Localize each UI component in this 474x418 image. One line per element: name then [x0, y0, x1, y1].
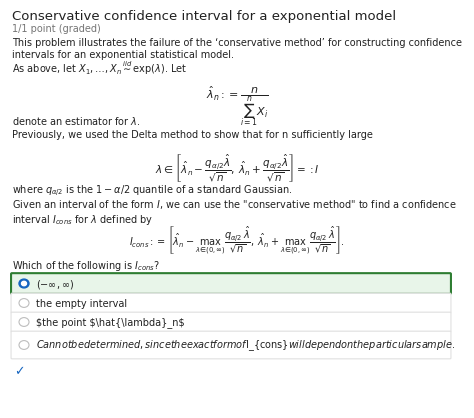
Text: Which of the following is $I_{cons}$?: Which of the following is $I_{cons}$? — [12, 259, 160, 273]
Text: $Cannot be determined, since the exact form of $I_{cons}$ will depend on the par: $Cannot be determined, since the exact f… — [36, 339, 456, 353]
Text: $(- \infty, \infty)$: $(- \infty, \infty)$ — [36, 278, 74, 291]
Text: denote an estimator for $\lambda$.: denote an estimator for $\lambda$. — [12, 115, 141, 127]
Text: $the point $\hat{\lambda}_n$: $the point $\hat{\lambda}_n$ — [36, 318, 185, 329]
Text: Given an interval of the form $I$, we can use the "conservative method" to find : Given an interval of the form $I$, we ca… — [12, 198, 456, 227]
Text: where $q_{\alpha/2}$ is the $1 - \alpha/2$ quantile of a standard Gaussian.: where $q_{\alpha/2}$ is the $1 - \alpha/… — [12, 184, 292, 199]
Text: $\hat{\lambda}_n := \dfrac{n}{\sum_{i=1}^{n} X_i}$: $\hat{\lambda}_n := \dfrac{n}{\sum_{i=1}… — [206, 84, 268, 128]
Text: $I_{cons} := \left[\hat{\lambda}_n - \max_{\lambda \in (0,\infty)} \dfrac{q_{\al: $I_{cons} := \left[\hat{\lambda}_n - \ma… — [129, 225, 345, 257]
Text: This problem illustrates the failure of the ‘conservative method’ for constructi: This problem illustrates the failure of … — [12, 38, 462, 60]
Text: As above, let $X_1, \ldots, X_n \overset{iid}{\sim} \exp(\lambda)$. Let: As above, let $X_1, \ldots, X_n \overset… — [12, 60, 188, 77]
Text: the empty interval: the empty interval — [36, 299, 127, 309]
Text: 1/1 point (graded): 1/1 point (graded) — [12, 24, 101, 34]
Text: Conservative confidence interval for a exponential model: Conservative confidence interval for a e… — [12, 10, 396, 23]
Text: $\lambda \in \left[\hat{\lambda}_n - \dfrac{q_{\alpha/2}\hat{\lambda}}{\sqrt{n}}: $\lambda \in \left[\hat{\lambda}_n - \df… — [155, 152, 319, 184]
Text: ✓: ✓ — [14, 365, 25, 378]
Text: Previously, we used the Delta method to show that for n sufficiently large: Previously, we used the Delta method to … — [12, 130, 373, 140]
